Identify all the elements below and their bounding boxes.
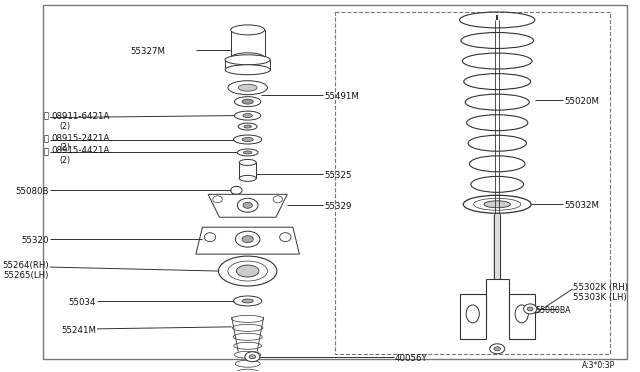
Ellipse shape [466, 305, 479, 323]
Ellipse shape [239, 160, 256, 166]
Ellipse shape [236, 231, 260, 247]
Ellipse shape [273, 196, 282, 203]
Ellipse shape [234, 135, 262, 144]
Ellipse shape [494, 347, 500, 351]
Ellipse shape [527, 307, 533, 311]
Text: 55491M: 55491M [324, 92, 359, 101]
Ellipse shape [234, 111, 261, 120]
Ellipse shape [243, 151, 252, 154]
Text: 55241M: 55241M [61, 326, 96, 335]
Ellipse shape [233, 333, 262, 340]
Ellipse shape [237, 149, 258, 156]
Ellipse shape [225, 65, 270, 75]
Text: 08915-2421A: 08915-2421A [52, 134, 110, 142]
Ellipse shape [236, 369, 259, 372]
Ellipse shape [239, 175, 256, 182]
Ellipse shape [213, 196, 222, 203]
Ellipse shape [204, 232, 216, 242]
Ellipse shape [245, 352, 260, 362]
Ellipse shape [524, 304, 537, 314]
Polygon shape [196, 227, 300, 254]
Ellipse shape [230, 53, 264, 63]
Ellipse shape [218, 256, 277, 286]
Ellipse shape [230, 25, 264, 35]
Ellipse shape [234, 97, 261, 107]
Ellipse shape [484, 201, 511, 208]
Text: 55327M: 55327M [130, 47, 165, 56]
Bar [239, 163, 256, 179]
Text: (2): (2) [60, 144, 70, 153]
Ellipse shape [242, 236, 253, 243]
Bar [225, 60, 270, 70]
Text: Ⓝ: Ⓝ [44, 111, 49, 120]
Text: 55020M: 55020M [564, 97, 599, 106]
Ellipse shape [243, 202, 252, 208]
Ellipse shape [238, 123, 257, 130]
Text: Ⓦ: Ⓦ [44, 147, 49, 156]
Ellipse shape [242, 138, 253, 141]
Ellipse shape [235, 360, 260, 367]
Text: 55080B: 55080B [15, 187, 49, 196]
Ellipse shape [234, 296, 262, 306]
Ellipse shape [230, 186, 242, 194]
Ellipse shape [249, 355, 255, 359]
Ellipse shape [280, 232, 291, 242]
Text: 55302K (RH): 55302K (RH) [573, 283, 628, 292]
Text: 08915-4421A: 08915-4421A [52, 147, 110, 155]
Text: Ⓦ: Ⓦ [44, 134, 49, 143]
Text: 55265(LH): 55265(LH) [4, 271, 49, 280]
Ellipse shape [238, 84, 257, 91]
Ellipse shape [244, 125, 252, 128]
Ellipse shape [234, 351, 261, 358]
Text: 55320: 55320 [22, 236, 49, 245]
Ellipse shape [463, 195, 531, 213]
Text: 40056Y: 40056Y [395, 354, 428, 363]
Text: (2): (2) [60, 122, 70, 131]
Ellipse shape [242, 99, 253, 104]
Text: 55080BA: 55080BA [535, 306, 570, 315]
Bar [230, 30, 264, 58]
Ellipse shape [232, 324, 263, 331]
Ellipse shape [243, 113, 252, 118]
Ellipse shape [242, 299, 253, 303]
Text: 55325: 55325 [324, 171, 351, 180]
Text: 55303K (LH): 55303K (LH) [573, 293, 627, 302]
Ellipse shape [236, 265, 259, 277]
Polygon shape [208, 194, 287, 217]
Ellipse shape [515, 305, 528, 323]
Ellipse shape [225, 55, 270, 65]
Polygon shape [509, 294, 535, 339]
Text: 55032M: 55032M [564, 201, 599, 210]
Ellipse shape [237, 198, 258, 212]
Ellipse shape [232, 315, 264, 323]
Text: A:3*0:3P: A:3*0:3P [582, 361, 615, 370]
Ellipse shape [490, 344, 505, 354]
Text: 55034: 55034 [68, 298, 96, 307]
Text: 55329: 55329 [324, 202, 351, 211]
Text: 55264(RH): 55264(RH) [3, 261, 49, 270]
Polygon shape [460, 294, 486, 339]
Text: 08911-6421A: 08911-6421A [52, 112, 110, 121]
Ellipse shape [234, 342, 262, 349]
Text: (2): (2) [60, 157, 70, 166]
Ellipse shape [228, 81, 268, 94]
